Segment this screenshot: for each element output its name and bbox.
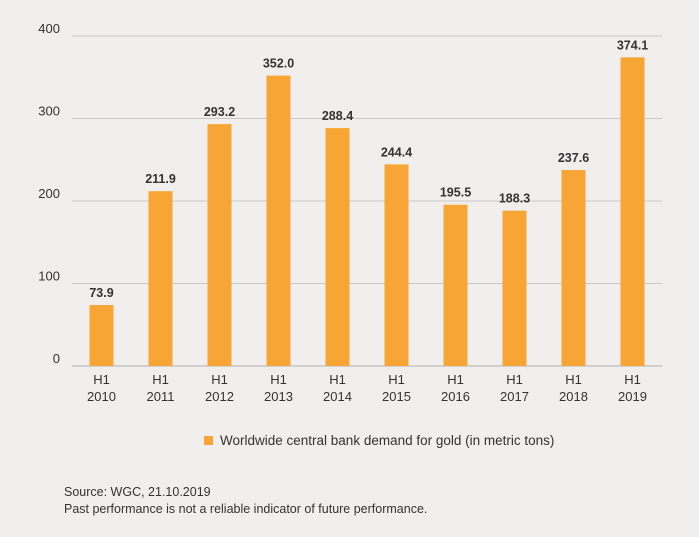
- bar: [561, 169, 586, 366]
- x-tick-label: H1: [565, 372, 582, 387]
- value-label: 73.9: [89, 286, 113, 300]
- value-label: 352.0: [263, 57, 294, 71]
- bar: [620, 57, 645, 367]
- x-tick-label: 2010: [87, 389, 116, 404]
- bars: [89, 57, 645, 367]
- x-tick-label: H1: [388, 372, 405, 387]
- legend-label: Worldwide central bank demand for gold (…: [220, 433, 555, 448]
- bar: [266, 75, 291, 366]
- bar: [384, 164, 409, 366]
- y-tick-label: 300: [38, 104, 60, 119]
- x-tick-label: H1: [270, 372, 287, 387]
- bar: [325, 128, 350, 366]
- value-label: 211.9: [145, 172, 176, 186]
- y-tick-label: 0: [53, 351, 60, 366]
- y-axis-ticks: 0 100 200 300 400: [38, 21, 60, 366]
- x-tick-label: H1: [624, 372, 641, 387]
- x-tick-label: 2014: [323, 389, 352, 404]
- x-tick-label: 2017: [500, 389, 529, 404]
- value-label: 293.2: [204, 105, 235, 119]
- value-label: 374.1: [617, 38, 648, 52]
- value-labels: 73.9 211.9 293.2 352.0 288.4 244.4 195.5 188.3 2…: [89, 38, 648, 300]
- value-label: 244.4: [381, 145, 412, 159]
- x-tick-label: 2015: [382, 389, 411, 404]
- x-tick-label: H1: [447, 372, 464, 387]
- x-tick-label: 2018: [559, 389, 588, 404]
- x-tick-label: 2019: [618, 389, 647, 404]
- x-tick-label: 2016: [441, 389, 470, 404]
- y-tick-label: 200: [38, 186, 60, 201]
- y-tick-label: 400: [38, 21, 60, 36]
- value-label: 188.3: [499, 192, 530, 206]
- x-tick-label: H1: [329, 372, 346, 387]
- source-line: Source: WGC, 21.10.2019: [64, 485, 211, 499]
- x-tick-label: 2013: [264, 389, 293, 404]
- value-label: 195.5: [440, 186, 471, 200]
- bar: [89, 305, 114, 366]
- disclaimer-line: Past performance is not a reliable indic…: [64, 502, 428, 516]
- bar: [207, 124, 232, 366]
- x-tick-label: 2012: [205, 389, 234, 404]
- bar: [443, 204, 468, 366]
- bar: [148, 191, 173, 366]
- x-tick-label: H1: [211, 372, 228, 387]
- x-tick-label: H1: [93, 372, 110, 387]
- x-tick-label: H1: [506, 372, 523, 387]
- legend-swatch: [204, 436, 213, 445]
- x-tick-label: H1: [152, 372, 169, 387]
- value-label: 288.4: [322, 109, 353, 123]
- bar-chart: 0 100 200 300 400 73.9 211.9 293.2 352.0 288.4 24…: [38, 21, 662, 404]
- x-axis-ticks: H1 2010 H1 2011 H1 2012 H1 2013 H1 2014 H1 2015 H1 20…: [87, 372, 647, 404]
- bar: [502, 210, 527, 366]
- source-note: Source: WGC, 21.10.2019 Past performance…: [64, 484, 427, 518]
- y-tick-label: 100: [38, 269, 60, 284]
- legend: Worldwide central bank demand for gold (…: [204, 433, 554, 448]
- value-label: 237.6: [558, 151, 589, 165]
- x-tick-label: 2011: [147, 389, 175, 404]
